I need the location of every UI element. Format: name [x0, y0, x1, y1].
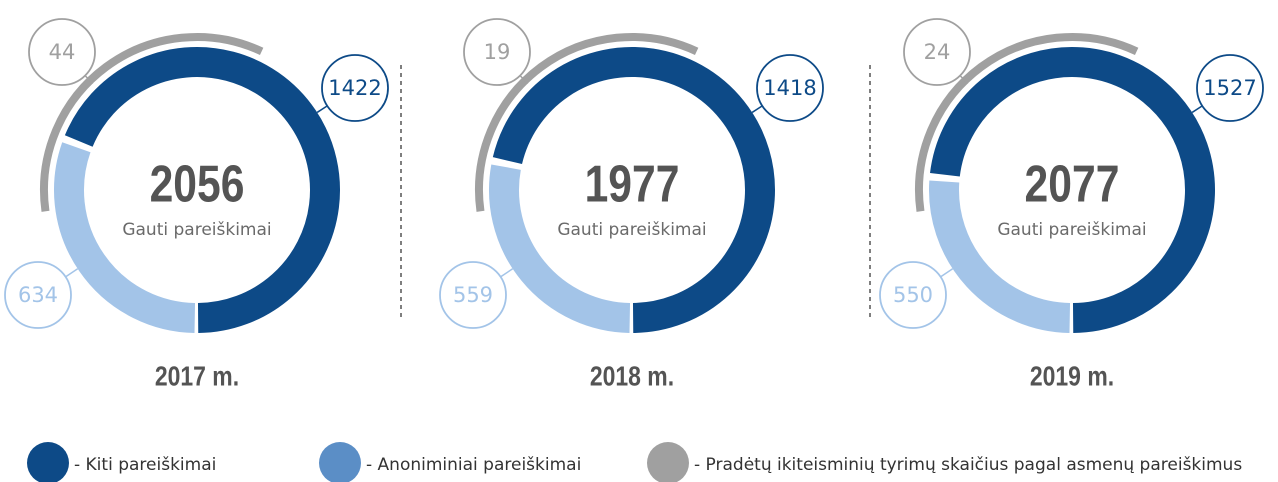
value-label: 19	[484, 40, 511, 64]
total-value: 2077	[1025, 156, 1120, 214]
year-title: 2019 m.	[1030, 361, 1114, 392]
legend-swatch	[27, 442, 69, 482]
connector	[751, 105, 763, 114]
connector	[65, 268, 79, 278]
segment-other	[492, 47, 775, 333]
connector	[316, 105, 328, 114]
segment-anonymous	[929, 180, 1071, 333]
value-bubble	[4, 261, 72, 329]
total-label: Gauti pareiškimai	[997, 220, 1146, 240]
value-bubble	[1196, 54, 1264, 122]
segment-other	[64, 47, 340, 333]
value-label: 1418	[763, 76, 816, 100]
connector	[940, 268, 954, 278]
value-label: 550	[893, 283, 933, 307]
connector	[500, 268, 514, 278]
year-title: 2017 m.	[155, 361, 239, 392]
value-label: 24	[924, 40, 951, 64]
value-label: 634	[18, 283, 58, 307]
value-label: 559	[453, 283, 493, 307]
investigations-arc	[40, 33, 264, 212]
value-bubble	[463, 18, 531, 86]
connector	[1191, 105, 1203, 114]
legend-label: - Anoniminiai pareiškimai	[366, 455, 581, 475]
value-label: 1527	[1203, 76, 1256, 100]
value-bubble	[439, 261, 507, 329]
total-label: Gauti pareiškimai	[557, 220, 706, 240]
legend-label: - Pradėtų ikiteisminių tyrimų skaičius p…	[694, 455, 1242, 475]
value-label: 44	[49, 40, 76, 64]
connector	[84, 75, 94, 85]
connector	[519, 75, 529, 85]
value-bubble	[321, 54, 389, 122]
value-label: 1422	[328, 76, 381, 100]
total-value: 2056	[150, 156, 245, 214]
segment-other	[930, 47, 1215, 333]
legend-swatch	[647, 442, 689, 482]
value-bubble	[28, 18, 96, 86]
total-value: 1977	[585, 156, 680, 214]
segment-anonymous	[54, 142, 196, 333]
value-bubble	[756, 54, 824, 122]
segment-anonymous	[489, 164, 631, 333]
connector	[959, 75, 969, 85]
investigations-arc	[915, 33, 1139, 212]
year-title: 2018 m.	[590, 361, 674, 392]
total-label: Gauti pareiškimai	[122, 220, 271, 240]
legend-label: - Kiti pareiškimai	[74, 455, 216, 475]
legend-swatch	[319, 442, 361, 482]
value-bubble	[903, 18, 971, 86]
value-bubble	[879, 261, 947, 329]
investigations-arc	[475, 33, 699, 212]
